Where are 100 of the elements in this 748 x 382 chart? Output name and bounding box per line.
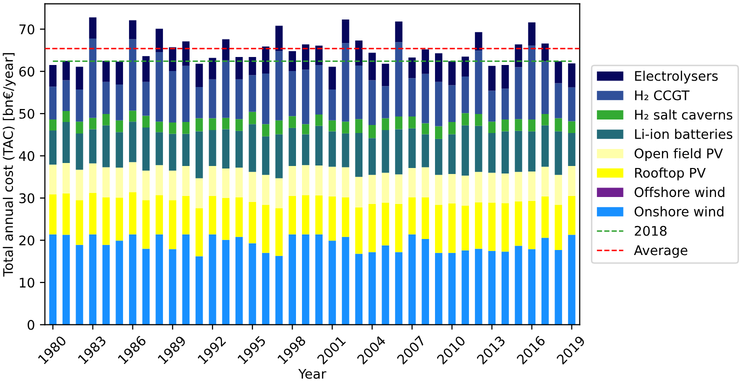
bar — [382, 86, 390, 118]
bar — [328, 120, 336, 132]
bar — [168, 200, 176, 250]
bar — [502, 203, 509, 252]
bar — [514, 201, 522, 246]
bar — [288, 116, 296, 128]
legend-label: H₂ salt caverns — [635, 109, 732, 120]
bar — [89, 234, 96, 325]
bar — [275, 208, 283, 256]
bar — [168, 249, 176, 325]
bar — [302, 44, 310, 70]
bar — [248, 243, 256, 325]
bar — [208, 79, 216, 118]
bar — [76, 200, 84, 245]
bar — [382, 64, 390, 86]
bar — [395, 252, 402, 325]
bar — [541, 238, 549, 325]
bar — [474, 50, 482, 114]
bar — [262, 124, 270, 136]
bar — [76, 170, 84, 200]
bar — [262, 73, 270, 124]
bar — [448, 61, 456, 86]
bar — [235, 197, 243, 237]
bar — [275, 120, 283, 134]
bar — [288, 196, 296, 234]
bar — [168, 134, 176, 171]
bar — [448, 252, 456, 325]
bar — [328, 90, 336, 120]
bar — [196, 208, 203, 256]
bar — [262, 252, 270, 325]
bar — [49, 234, 57, 325]
bar — [275, 134, 283, 178]
bar — [528, 120, 536, 132]
bar — [342, 43, 350, 122]
bar — [76, 244, 84, 325]
bar — [288, 70, 296, 116]
bar — [275, 256, 283, 325]
bar — [315, 126, 323, 166]
bar — [355, 176, 363, 208]
bar — [196, 178, 203, 208]
bar — [382, 130, 390, 173]
bar — [262, 174, 270, 205]
bar — [235, 79, 243, 120]
bar — [222, 168, 230, 198]
bar — [222, 240, 230, 325]
bar — [568, 196, 576, 235]
bar — [342, 236, 350, 325]
bar — [395, 204, 402, 252]
bar — [196, 131, 203, 178]
bar — [49, 65, 57, 87]
bar — [182, 196, 190, 234]
bar — [89, 129, 96, 164]
bar — [408, 57, 416, 78]
bar — [474, 32, 482, 51]
bar — [62, 111, 70, 122]
bar — [235, 57, 243, 80]
bar — [248, 75, 256, 112]
bar — [448, 174, 456, 204]
bar — [142, 56, 150, 82]
bar — [168, 122, 176, 134]
bar — [448, 134, 456, 174]
bar — [382, 118, 390, 130]
bar — [208, 58, 216, 80]
bar — [554, 118, 562, 132]
bar — [368, 80, 376, 125]
bar — [248, 124, 256, 172]
bar — [129, 234, 136, 325]
bar — [474, 248, 482, 325]
bar — [462, 56, 469, 76]
bar — [275, 26, 283, 52]
bar — [196, 86, 203, 118]
bar — [89, 17, 96, 38]
bar — [262, 136, 270, 175]
x-axis-title: Year — [298, 368, 326, 379]
bar — [142, 116, 150, 128]
bar — [49, 120, 57, 130]
bar — [102, 197, 110, 245]
bar — [342, 19, 350, 44]
legend-label: 2018 — [634, 226, 667, 236]
bar — [102, 60, 110, 82]
bar — [89, 118, 96, 130]
bar — [49, 130, 57, 165]
bar — [102, 82, 110, 114]
bar — [248, 112, 256, 124]
legend-label: Li-ion batteries — [635, 128, 732, 140]
bar — [288, 166, 296, 196]
bar — [502, 131, 509, 174]
bar — [488, 66, 496, 91]
bar — [62, 122, 70, 163]
bar — [208, 130, 216, 166]
bar — [528, 46, 536, 120]
bar — [168, 70, 176, 122]
bar — [235, 168, 243, 198]
bar — [302, 195, 310, 234]
bar — [395, 129, 402, 174]
bar — [408, 168, 416, 198]
bar — [262, 204, 270, 253]
bar — [554, 131, 562, 175]
bar — [355, 119, 363, 134]
bar — [554, 83, 562, 118]
